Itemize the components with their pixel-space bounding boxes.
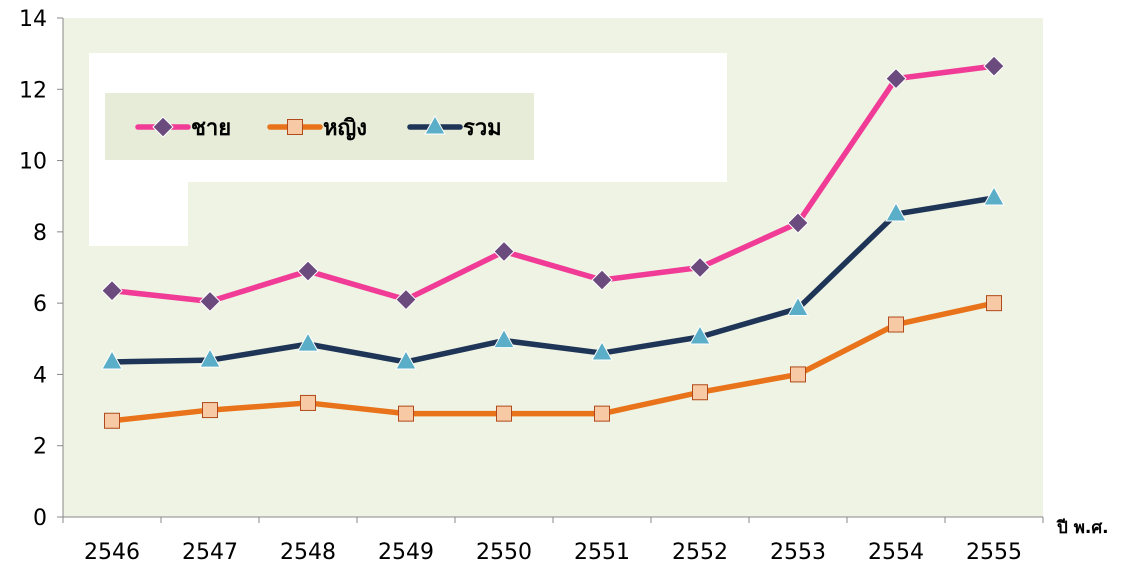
x-tick-label: 2552 bbox=[672, 540, 728, 565]
x-tick-label: 2549 bbox=[378, 540, 434, 565]
data-point bbox=[496, 405, 512, 422]
data-point bbox=[983, 185, 1005, 206]
data-point bbox=[790, 366, 806, 383]
series-line bbox=[109, 195, 997, 365]
data-point bbox=[101, 279, 123, 302]
x-axis-label: ปี พ.ศ. bbox=[1056, 517, 1108, 538]
data-point bbox=[297, 332, 319, 352]
data-point bbox=[104, 412, 120, 429]
series-line bbox=[109, 300, 997, 424]
legend-label: หญิง bbox=[323, 116, 367, 141]
y-tick-label: 0 bbox=[33, 506, 47, 531]
x-tick-label: 2554 bbox=[868, 540, 924, 565]
data-point bbox=[395, 349, 417, 370]
y-tick-label: 10 bbox=[19, 150, 47, 175]
data-point bbox=[297, 260, 319, 282]
data-point bbox=[689, 256, 711, 279]
data-point bbox=[689, 324, 711, 345]
data-point bbox=[983, 55, 1005, 77]
data-point bbox=[888, 316, 904, 333]
y-tick-label: 2 bbox=[33, 435, 47, 460]
y-tick-label: 4 bbox=[33, 363, 47, 388]
data-point bbox=[986, 295, 1002, 312]
data-point bbox=[199, 290, 221, 313]
series-group bbox=[101, 55, 1005, 429]
x-tick-label: 2551 bbox=[574, 540, 630, 565]
data-point bbox=[101, 349, 123, 370]
legend-panel-extension bbox=[89, 180, 188, 246]
y-tick-label: 12 bbox=[19, 78, 47, 103]
series-line bbox=[109, 63, 997, 305]
legend-label: ชาย bbox=[191, 116, 231, 141]
data-point bbox=[692, 384, 708, 401]
x-tick-label: 2555 bbox=[966, 540, 1022, 565]
data-point bbox=[300, 394, 316, 411]
data-point bbox=[787, 212, 809, 234]
legend-marker bbox=[287, 119, 303, 135]
data-point bbox=[591, 341, 613, 361]
y-tick-label: 14 bbox=[19, 7, 47, 32]
y-tick-label: 8 bbox=[33, 221, 47, 246]
x-tick-label: 2553 bbox=[770, 540, 826, 565]
data-point bbox=[395, 288, 417, 311]
legend-marker bbox=[424, 114, 446, 135]
data-point bbox=[885, 67, 907, 90]
legend-label: รวม bbox=[463, 116, 502, 141]
y-tick-label: 6 bbox=[33, 292, 47, 317]
legend-marker bbox=[152, 116, 174, 138]
data-point bbox=[493, 328, 515, 349]
legend: ชาย หญิง รวม bbox=[105, 93, 534, 160]
data-point bbox=[202, 402, 218, 419]
data-point bbox=[199, 348, 221, 368]
data-point bbox=[787, 296, 809, 316]
x-tick-label: 2546 bbox=[84, 540, 140, 565]
x-tick-label: 2550 bbox=[476, 540, 532, 565]
data-point bbox=[591, 269, 613, 291]
data-point bbox=[885, 202, 907, 222]
data-point bbox=[493, 240, 515, 263]
x-tick-label: 2548 bbox=[280, 540, 336, 565]
y-axis-ticks: 0 2 4 6 8 10 12 14 bbox=[19, 7, 63, 531]
data-point bbox=[398, 405, 414, 422]
data-point bbox=[594, 405, 610, 422]
x-tick-label: 2547 bbox=[182, 540, 238, 565]
x-axis-ticks: 2546 2547 2548 2549 2550 2551 2552 2553 2554 2555 bbox=[62, 517, 1044, 565]
